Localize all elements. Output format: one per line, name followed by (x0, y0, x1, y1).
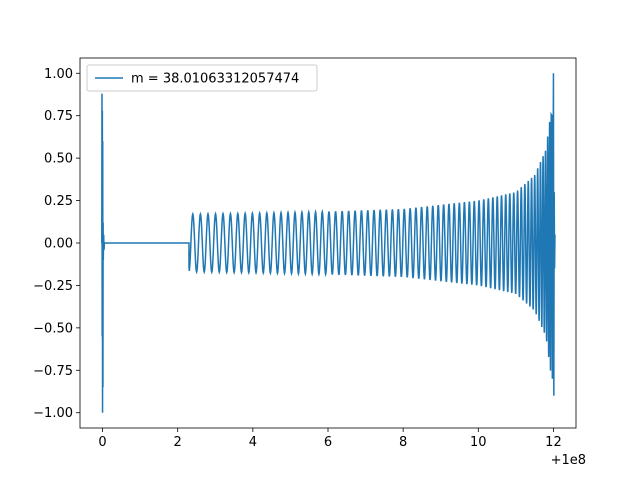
legend-box (86, 64, 318, 92)
x-tick-label: 10 (470, 435, 487, 450)
x-tick-label: 0 (98, 435, 106, 450)
y-tick-label: −1.00 (33, 406, 73, 421)
y-tick-label: 0.25 (44, 194, 73, 209)
plot-area: 0 2 4 6 8 10 12 1.00 0.75 0.50 0.25 0.00 −0.25 −0.50… (33, 57, 586, 468)
y-tick-label: −0.50 (33, 321, 73, 336)
y-tick-label: 0.00 (44, 237, 73, 252)
x-tick-label: 4 (249, 435, 257, 450)
x-axis: 0 2 4 6 8 10 12 (98, 428, 562, 450)
y-tick-label: 0.75 (44, 109, 73, 124)
y-tick-label: −0.75 (33, 364, 73, 379)
series-layer (101, 73, 556, 413)
y-tick-label: 0.50 (44, 152, 73, 167)
y-axis: 1.00 0.75 0.50 0.25 0.00 −0.25 −0.50 −0.75 −1.00 (33, 67, 80, 421)
x-tick-label: 8 (399, 435, 407, 450)
x-tick-label: 6 (324, 435, 332, 450)
y-tick-label: −0.25 (33, 279, 73, 294)
legend: m = 38.01063312057474 (86, 64, 318, 92)
series-line (101, 73, 556, 413)
legend-label: m = 38.01063312057474 (131, 72, 299, 87)
x-tick-label: 2 (174, 435, 182, 450)
x-tick-label: 12 (545, 435, 562, 450)
y-tick-label: 1.00 (44, 67, 73, 82)
x-offset-label: +1e8 (551, 453, 586, 468)
